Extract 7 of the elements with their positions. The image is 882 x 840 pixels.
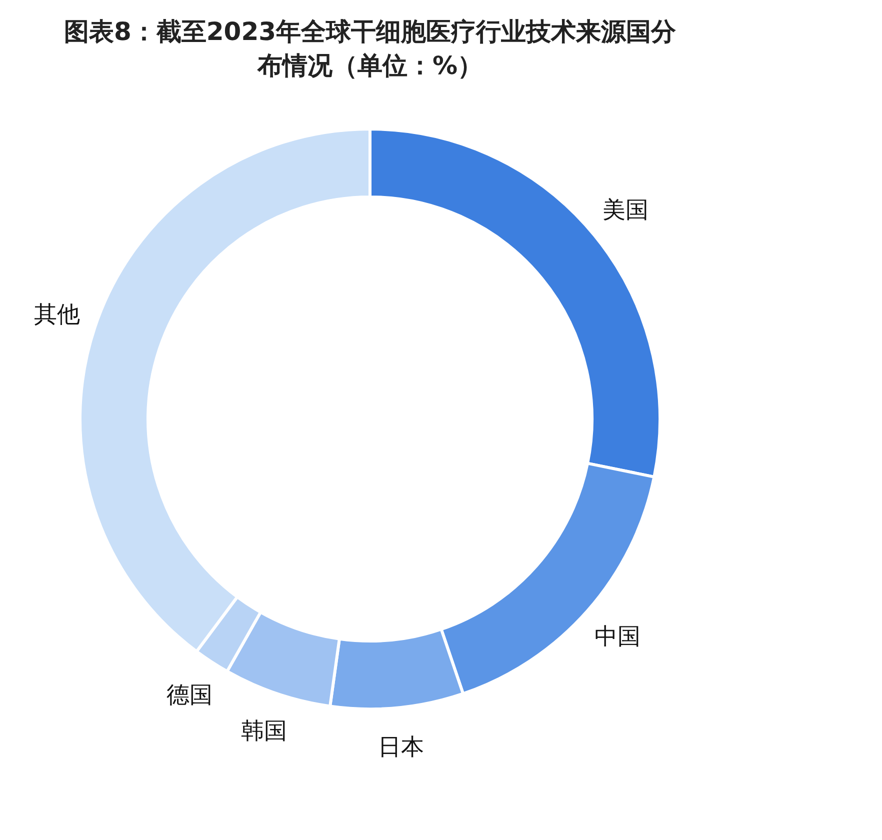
- slice-label: 其他: [34, 302, 80, 328]
- slice-label: 韩国: [241, 718, 288, 745]
- slice-label: 中国: [594, 624, 641, 650]
- slice-label: 日本: [378, 734, 424, 761]
- slice-label: 美国: [602, 197, 649, 224]
- slice-label: 德国: [166, 682, 213, 708]
- chart-title: 图表8：截至2023年全球干细胞医疗行业技术来源国分布情况（单位：%）: [64, 17, 677, 80]
